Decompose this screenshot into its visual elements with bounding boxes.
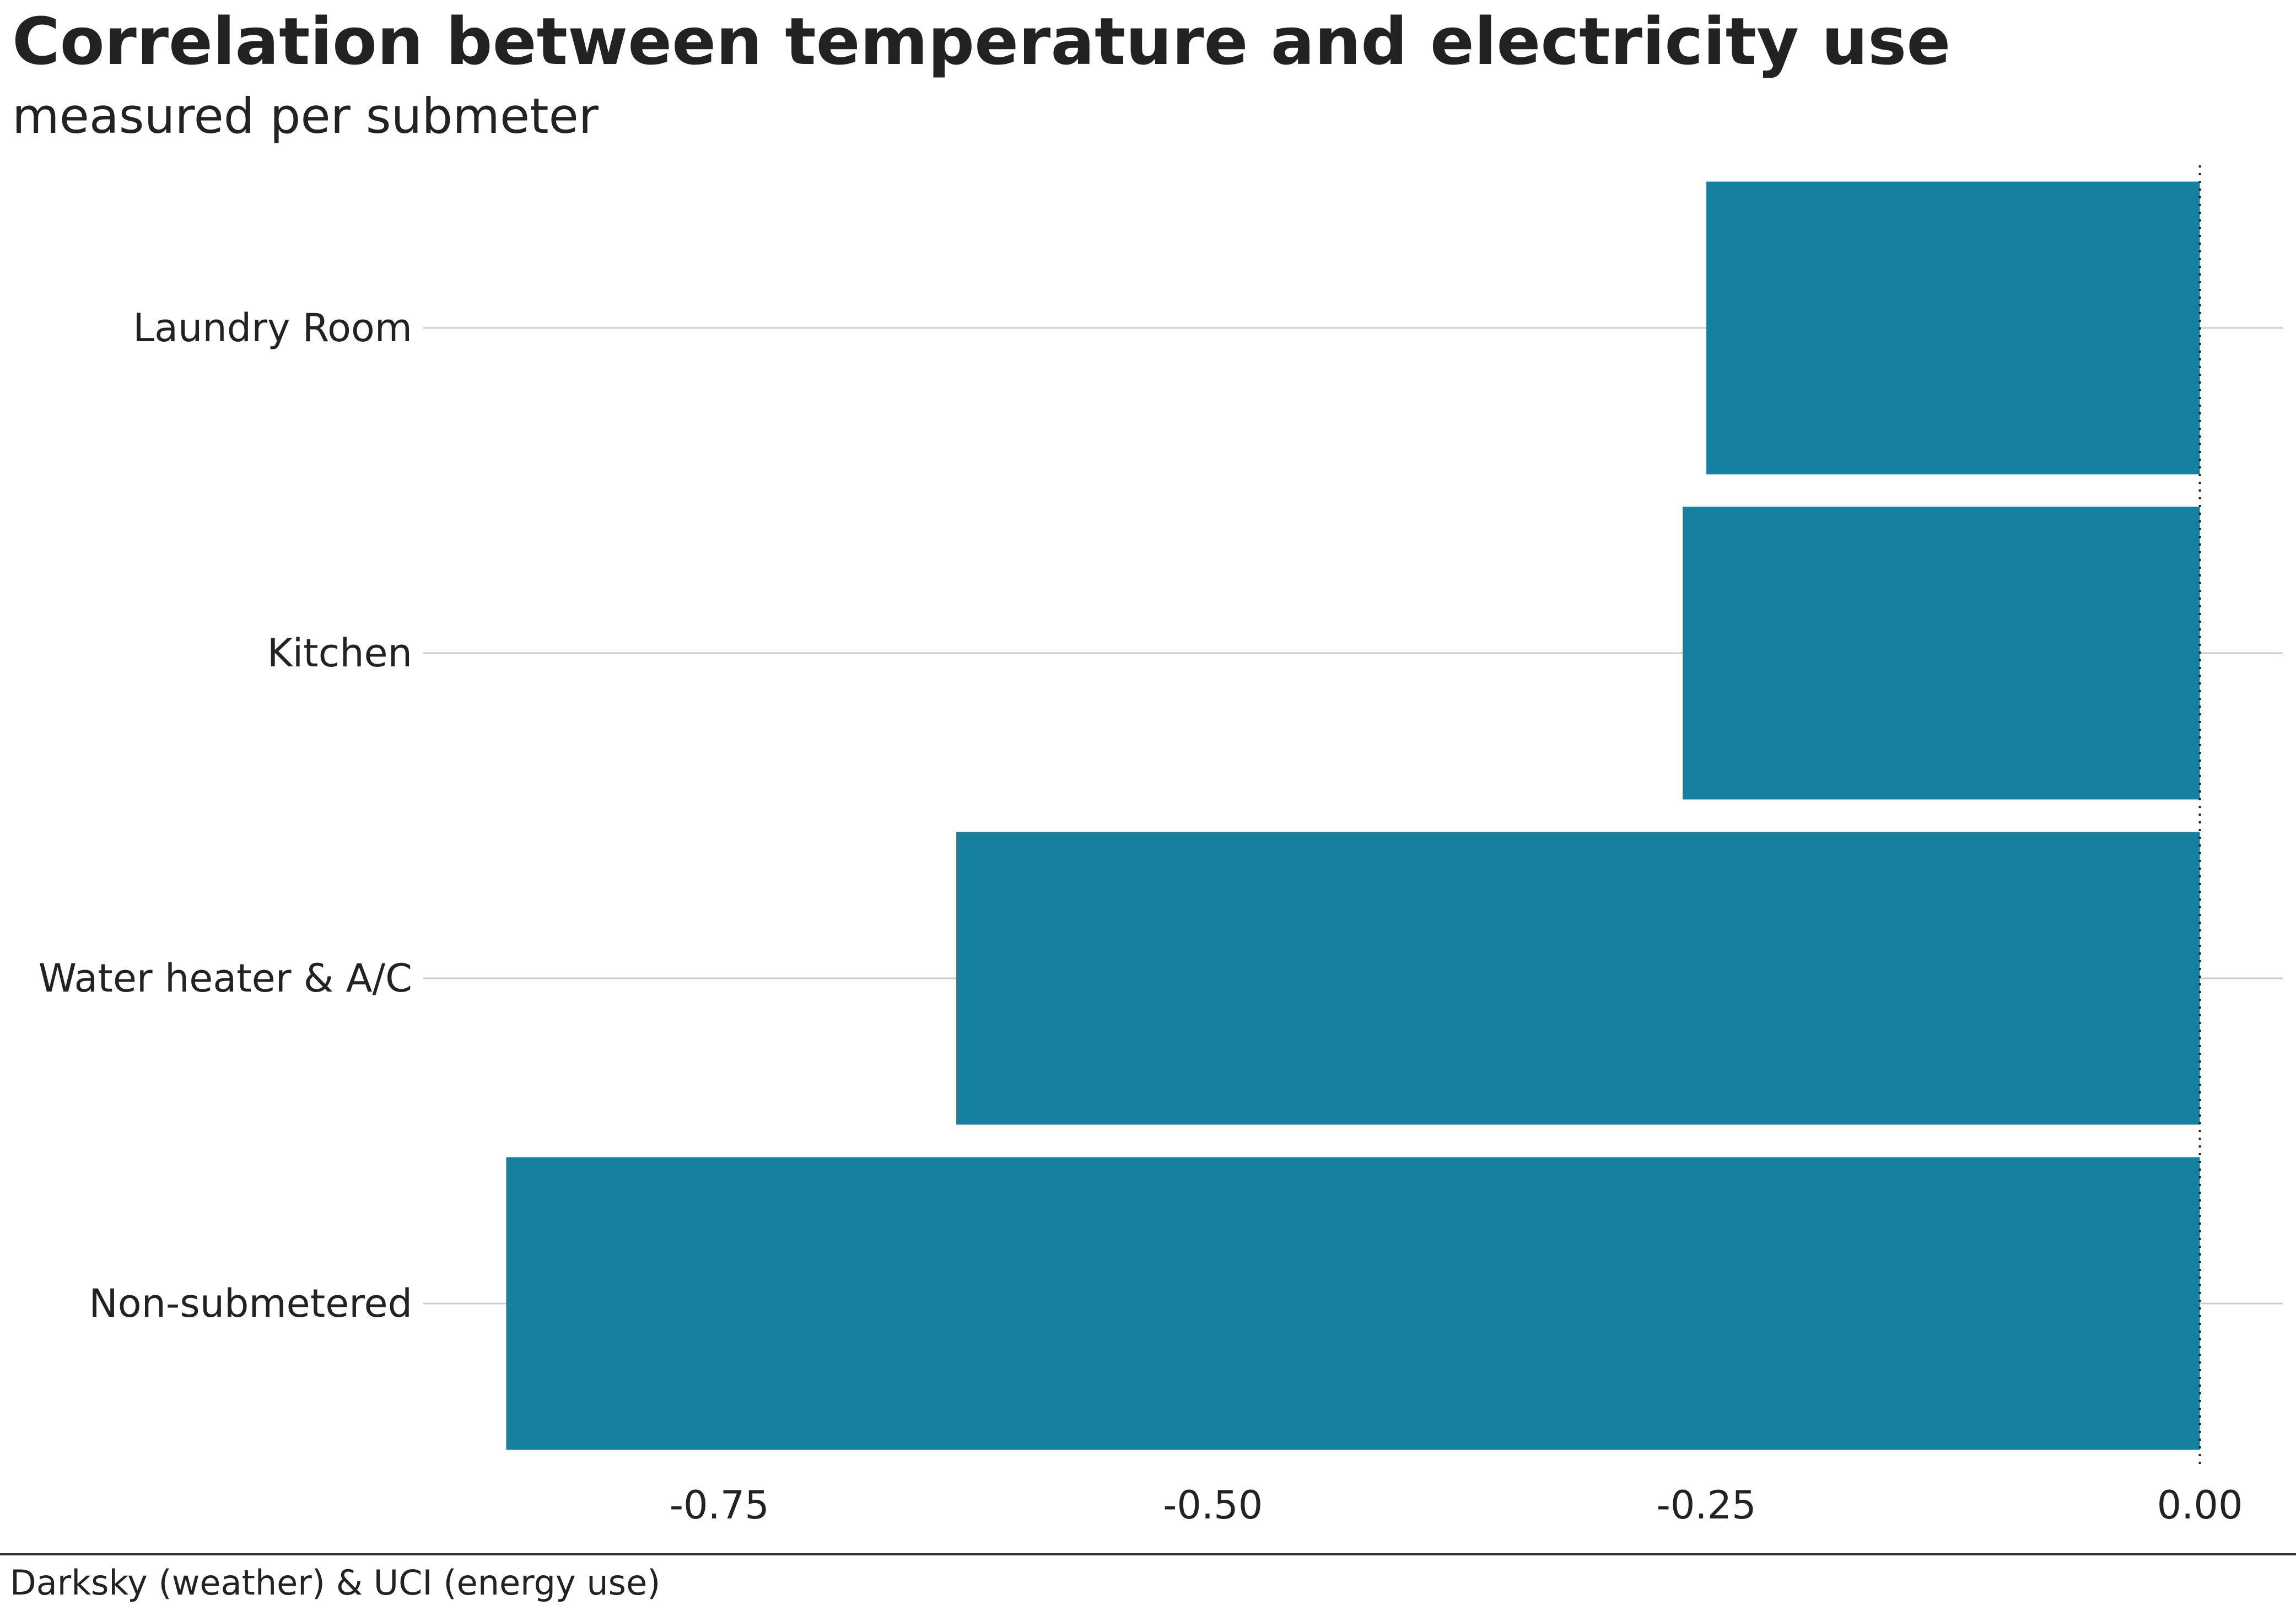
- bar: [1683, 507, 2200, 800]
- bars: [506, 181, 2200, 1450]
- bar: [506, 1157, 2200, 1450]
- category-label: Kitchen: [267, 631, 412, 676]
- source-note: Darksky (weather) & UCI (energy use): [10, 1563, 661, 1603]
- bar: [1706, 181, 2200, 475]
- footer-divider: [0, 1553, 2296, 1555]
- x-tick-label: -0.50: [1163, 1483, 1263, 1528]
- x-tick-label: 0.00: [2157, 1483, 2243, 1528]
- x-tick-label: -0.25: [1657, 1483, 1756, 1528]
- category-labels: Laundry Room Kitchen Water heater & A/C Non…: [39, 305, 412, 1326]
- category-label: Laundry Room: [133, 305, 412, 351]
- category-label: Water heater & A/C: [39, 956, 412, 1001]
- bar: [956, 832, 2200, 1125]
- category-label: Non-submetered: [89, 1281, 412, 1326]
- x-axis-tick-labels: -0.75 -0.50 -0.25 0.00: [670, 1483, 2243, 1528]
- chart-subtitle: measured per submeter: [12, 88, 599, 144]
- chart-title: Correlation between temperature and elec…: [12, 3, 1951, 79]
- x-tick-label: -0.75: [670, 1483, 769, 1528]
